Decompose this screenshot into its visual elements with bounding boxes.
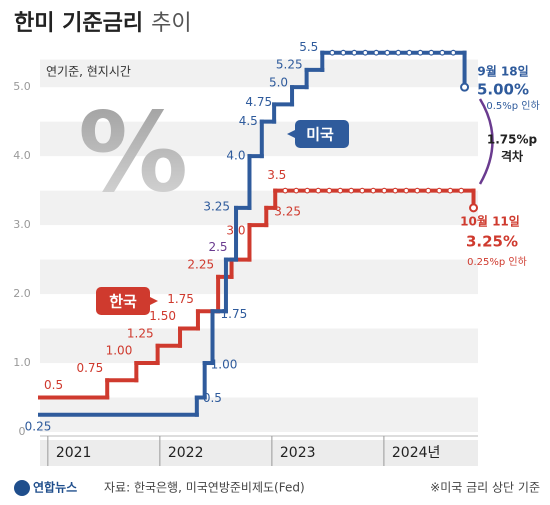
segment-dot: [362, 49, 369, 56]
segment-dot: [439, 49, 446, 56]
value-label: 0.5: [44, 378, 63, 392]
value-label: 3.25: [203, 199, 230, 213]
segment-dot: [337, 187, 344, 194]
segment-dot: [395, 49, 402, 56]
kr-change: 0.25%p 인하: [467, 255, 527, 268]
y-tick-label: 5.0: [13, 80, 31, 93]
value-label: 5.0: [269, 76, 288, 90]
legend-us: 미국: [306, 126, 334, 144]
grid-band: [40, 59, 478, 88]
y-tick-label: 2.0: [13, 287, 31, 300]
gap: 1.75%p: [487, 133, 538, 147]
y-tick-label: 3.0: [13, 218, 31, 231]
gap-bracket: [478, 98, 494, 185]
segment-dot: [417, 49, 424, 56]
value-label: 2.25: [187, 257, 214, 271]
value-label: 3.25: [274, 204, 301, 218]
final-value-label: 3.25%: [466, 233, 518, 251]
value-label: 1.25: [127, 326, 154, 340]
kr-name-box: [96, 287, 158, 315]
us-change: 0.5%p 인하: [486, 99, 539, 112]
segment-dot: [403, 187, 410, 194]
title: 한미 기준금리: [14, 11, 143, 36]
value-label: 4.5: [239, 114, 258, 128]
logo-icon: [14, 480, 30, 496]
segment-dot: [392, 187, 399, 194]
kr-date: 10월 11일: [460, 214, 520, 229]
end-point: [469, 203, 479, 213]
grid-band: [40, 328, 478, 364]
chart-title: 한미 기준금리 추이: [14, 11, 192, 36]
value-label: 5.5: [299, 40, 318, 54]
value-label: 1.75: [167, 292, 194, 306]
value-label: 5.25: [276, 57, 303, 71]
logo: 연합뉴스: [33, 480, 77, 495]
segment-dot: [348, 187, 355, 194]
value-label: 3.5: [267, 168, 286, 182]
grid-band: [40, 121, 478, 157]
value-label: 2.5: [208, 240, 227, 254]
value-label: 0.5: [203, 391, 222, 405]
note: 연기준, 현지시간: [46, 65, 131, 79]
segment-dot: [293, 187, 300, 194]
value-label: 1.00: [106, 344, 133, 358]
final-value-label: 5.00%: [477, 81, 529, 99]
segment-dot: [425, 187, 432, 194]
segment-dot: [436, 187, 443, 194]
y-tick-label: 1.0: [13, 356, 31, 369]
segment-dot: [359, 187, 366, 194]
legend-kr: 한국: [109, 293, 137, 311]
x-tick-label: 2024년: [392, 445, 441, 461]
watermark: %: [78, 88, 188, 216]
segment-dot: [329, 49, 336, 56]
y-tick-label: 0: [19, 425, 26, 438]
segment-dot: [381, 187, 388, 194]
value-label: 0.25: [25, 419, 52, 433]
segment-dot: [450, 49, 457, 56]
value-label: 1.75: [221, 307, 248, 321]
x-tick-label: 2023: [280, 445, 316, 461]
segment-dot: [406, 49, 413, 56]
value-label: 4.0: [226, 149, 245, 163]
source: 자료: 한국은행, 미국연방준비제도(Fed): [104, 480, 305, 495]
value-label: 4.75: [245, 95, 272, 109]
title-suffix: 추이: [151, 11, 191, 36]
segment-dot: [414, 187, 421, 194]
segment-dot: [428, 49, 435, 56]
value-label: 0.75: [76, 361, 103, 375]
grid-band: [40, 190, 478, 226]
segment-dot: [458, 187, 465, 194]
segment-dot: [340, 49, 347, 56]
value-label: 1.00: [211, 358, 238, 372]
us-name-box: [287, 120, 349, 148]
x-tick-label: 2022: [168, 445, 204, 461]
segment-dot: [304, 187, 311, 194]
segment-dot: [370, 187, 377, 194]
segment-dot: [373, 49, 380, 56]
x-tick-label: 2021: [56, 445, 92, 461]
footnote: ※미국 금리 상단 기준: [430, 481, 540, 495]
segment-dot: [351, 49, 358, 56]
us-date: 9월 18일: [477, 64, 528, 79]
x-axis-band: [40, 440, 478, 466]
gap-label: 격차: [501, 149, 523, 164]
y-tick-label: 4.0: [13, 149, 31, 162]
value-label: 1.50: [149, 309, 176, 323]
segment-dot: [326, 187, 333, 194]
segment-dot: [315, 187, 322, 194]
segment-dot: [384, 49, 391, 56]
segment-dot: [447, 187, 454, 194]
end-point: [460, 82, 470, 92]
segment-dot: [282, 187, 289, 194]
